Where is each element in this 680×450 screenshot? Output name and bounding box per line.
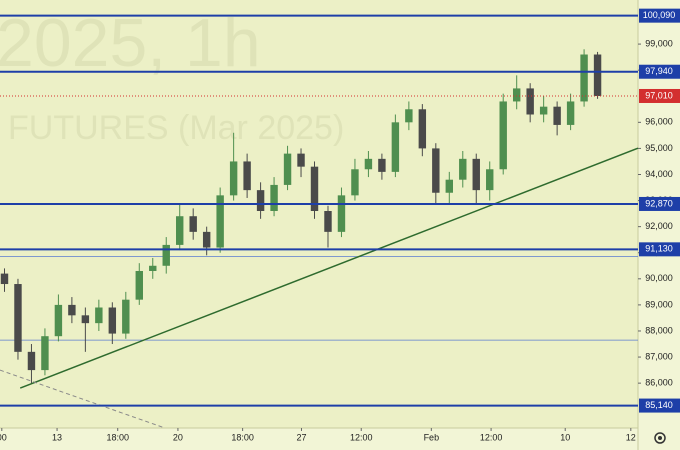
- candle-body: [499, 101, 507, 170]
- y-tick-label: 87,000: [645, 351, 673, 361]
- level-label: 92,870: [645, 198, 673, 208]
- candle-body: [229, 161, 238, 196]
- current-price-box: [639, 88, 680, 103]
- candle-body: [297, 153, 305, 167]
- x-tick-label: 12:00: [350, 432, 373, 442]
- candle-body: [324, 211, 332, 232]
- trend-line: [0, 369, 166, 429]
- candle-body: [256, 190, 265, 212]
- level-label: 91,130: [645, 244, 673, 254]
- candle-body: [432, 148, 440, 193]
- candle-body: [593, 54, 602, 96]
- x-tick-label: 10: [560, 432, 570, 442]
- candle-body: [512, 88, 521, 102]
- candle-body: [418, 109, 427, 149]
- candle-body: [243, 161, 251, 191]
- candle-body: [526, 88, 534, 115]
- y-tick-label: 88,000: [645, 325, 673, 335]
- x-tick-label: 12: [626, 432, 636, 442]
- candle-body: [54, 304, 63, 337]
- settings-icon[interactable]: [654, 432, 666, 444]
- candle-body: [0, 273, 9, 285]
- candle-body: [189, 216, 197, 232]
- candle-body: [27, 351, 36, 371]
- level-label: 100,090: [643, 10, 676, 20]
- watermark-title: 2025, 1h: [0, 5, 261, 81]
- time-axis-background: [0, 428, 638, 450]
- candle-body: [108, 307, 117, 334]
- watermark-subtitle: FUTURES (Mar 2025): [8, 109, 344, 147]
- y-tick-label: 94,000: [645, 169, 673, 179]
- candle-body: [378, 158, 386, 172]
- candle-body: [486, 169, 494, 191]
- level-label-box: [639, 196, 680, 211]
- candle-body: [135, 270, 143, 300]
- candle-body: [539, 106, 548, 115]
- candle-body: [202, 231, 211, 248]
- x-tick-label: 18:00: [106, 432, 129, 442]
- level-label-box: [639, 8, 680, 23]
- candle-body: [580, 54, 588, 102]
- y-tick-label: 96,000: [645, 117, 673, 127]
- level-label-box: [639, 64, 680, 79]
- x-tick-label: 27: [296, 432, 306, 442]
- y-tick-label: 99,000: [645, 38, 673, 48]
- candle-body: [405, 109, 413, 123]
- y-tick-label: 95,000: [645, 143, 673, 153]
- x-tick-label: 20: [173, 432, 183, 442]
- candle-body: [81, 315, 90, 324]
- candle-body: [445, 179, 454, 193]
- candle-body: [162, 244, 170, 266]
- trend-line: [19, 147, 639, 389]
- candle-body: [566, 101, 575, 125]
- y-tick-label: 92,000: [645, 221, 673, 231]
- x-tick-label: 12:00: [480, 432, 503, 442]
- candle-body: [310, 166, 319, 212]
- current-price-label: 97,010: [645, 90, 673, 100]
- y-tick-label: 89,000: [645, 299, 673, 309]
- candle-body: [41, 336, 49, 371]
- candle-body: [68, 304, 76, 316]
- y-tick-label: 86,000: [645, 378, 673, 388]
- x-tick-label: 13: [52, 432, 62, 442]
- x-tick-label: 18:00: [231, 432, 254, 442]
- x-tick-label: 00: [0, 432, 7, 442]
- level-label: 85,140: [645, 400, 673, 410]
- candle-body: [122, 299, 130, 334]
- candle-body: [459, 158, 467, 180]
- candle-body: [472, 158, 480, 191]
- x-tick-label: Feb: [424, 432, 440, 442]
- candle-body: [391, 122, 400, 172]
- candle-body: [553, 106, 561, 125]
- candle-body: [149, 265, 157, 271]
- candle-body: [95, 307, 103, 324]
- candle-body: [14, 284, 22, 352]
- candle-body: [364, 158, 373, 170]
- candle-body: [216, 195, 224, 248]
- candle-body: [351, 169, 359, 196]
- candle-body: [176, 216, 184, 245]
- level-label: 97,940: [645, 66, 673, 76]
- candle-body: [270, 184, 278, 212]
- y-tick-label: 90,000: [645, 273, 673, 283]
- level-label-box: [639, 242, 680, 257]
- level-label-box: [639, 398, 680, 413]
- candle-body: [337, 195, 346, 232]
- candle-body: [283, 153, 292, 185]
